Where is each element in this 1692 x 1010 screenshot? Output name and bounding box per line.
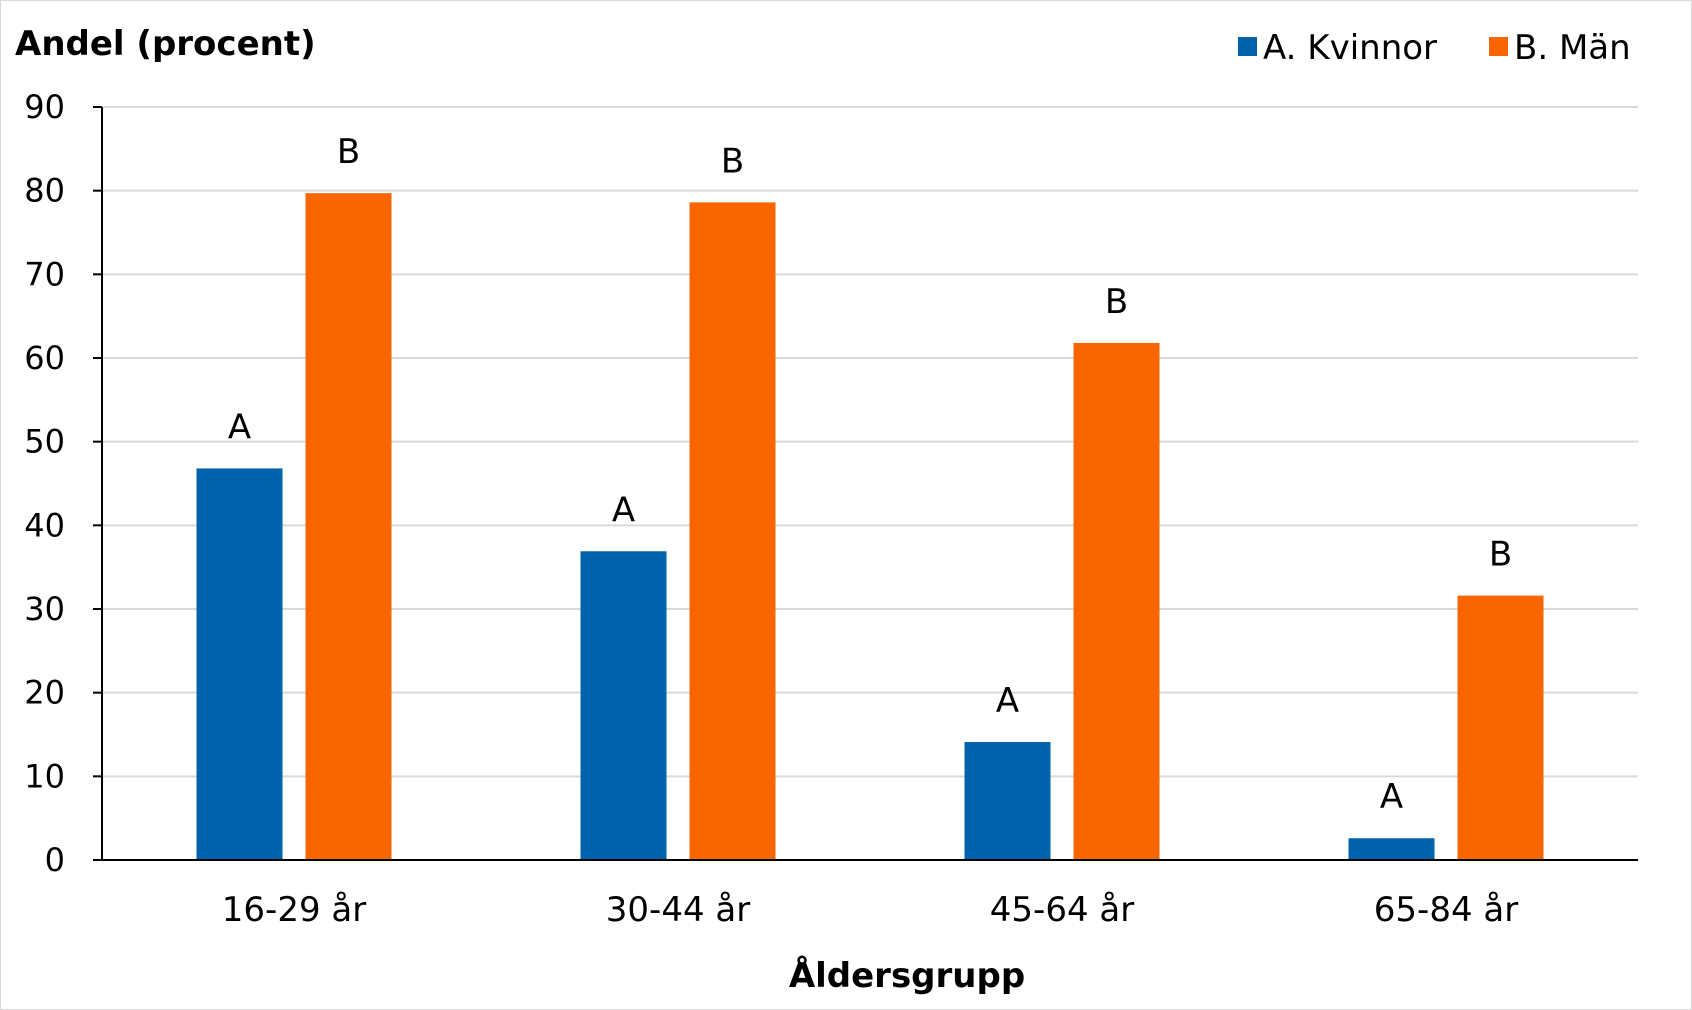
bars — [196, 193, 1544, 861]
y-tick-label: 70 — [24, 255, 65, 293]
bar-data-label: B — [721, 141, 744, 181]
bar-man — [1457, 595, 1544, 860]
x-tick-label: 30-44 år — [606, 890, 750, 930]
legend: A. Kvinnor B. Män — [1238, 28, 1631, 68]
bar-data-label: B — [1489, 535, 1512, 575]
labels: 0 10 20 30 40 50 60 70 80 90 A B 16-29 år A B 30-44 år A… — [24, 88, 1518, 930]
bar-data-label: A — [612, 490, 635, 530]
y-tick-label: 20 — [24, 674, 65, 712]
bar-kvinnor — [580, 551, 667, 860]
y-tick-label: 60 — [24, 339, 65, 377]
bar-data-label: A — [1380, 777, 1403, 817]
bar-man — [689, 202, 776, 860]
y-tick-label: 80 — [24, 172, 65, 210]
legend-swatch — [1489, 37, 1508, 56]
bar-kvinnor — [196, 468, 283, 860]
bar-data-label: B — [337, 132, 360, 172]
bar-man — [305, 193, 392, 861]
x-tick-label: 65-84 år — [1374, 890, 1518, 930]
bar-data-label: B — [1105, 282, 1128, 322]
legend-label: A. Kvinnor — [1263, 28, 1437, 68]
bar-kvinnor — [964, 742, 1051, 860]
y-tick-label: 90 — [24, 88, 65, 126]
bar-data-label: A — [228, 407, 251, 447]
y-tick-label: 50 — [24, 423, 65, 461]
y-axis-title: Andel (procent) — [15, 24, 316, 64]
y-tick-label: 30 — [24, 590, 65, 628]
x-tick-label: 16-29 år — [222, 890, 366, 930]
y-tick-label: 40 — [24, 506, 65, 544]
legend-swatch — [1238, 37, 1257, 56]
y-tick-label: 10 — [24, 757, 65, 795]
bar-man — [1073, 342, 1160, 860]
bar-data-label: A — [996, 681, 1019, 721]
bar-kvinnor — [1348, 838, 1435, 860]
legend-label: B. Män — [1514, 28, 1631, 68]
axes — [93, 107, 1638, 861]
y-tick-label: 0 — [45, 841, 65, 879]
x-axis-title: Åldersgrupp — [789, 955, 1025, 996]
x-tick-label: 45-64 år — [990, 890, 1134, 930]
